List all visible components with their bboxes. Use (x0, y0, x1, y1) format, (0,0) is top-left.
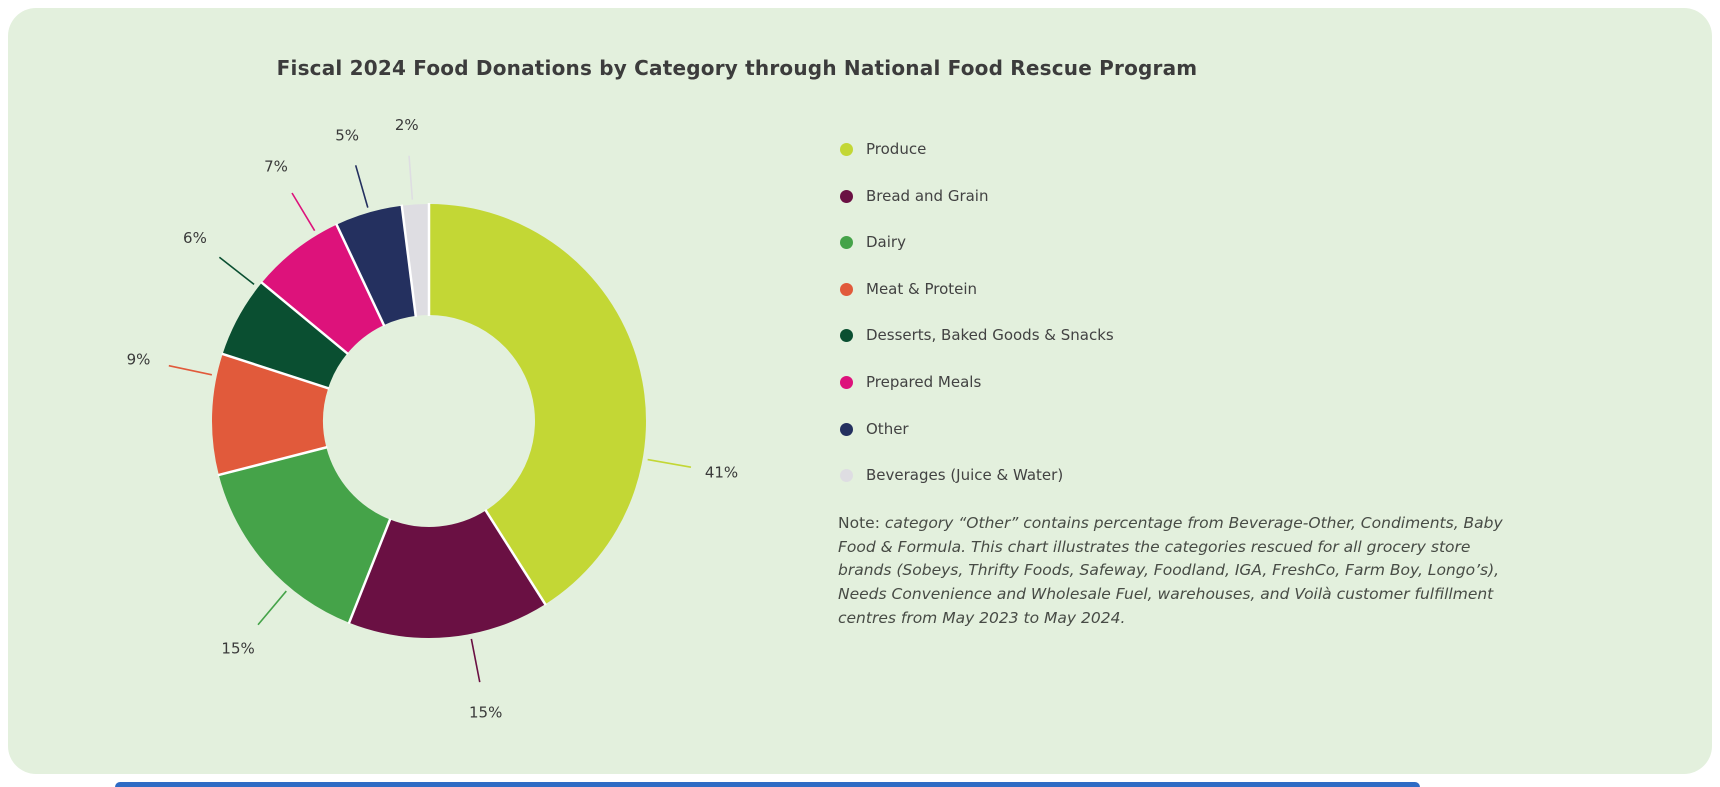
slice-separator (400, 204, 418, 317)
pie-slice-bread-and-grain[interactable] (349, 510, 546, 638)
legend-swatch-bread-and-grain (840, 190, 853, 203)
legend-swatch-other (840, 423, 853, 436)
legend-swatch-dairy (840, 236, 853, 249)
legend-swatch-meat-protein (840, 283, 853, 296)
slice-leader-line-prepared-meals (291, 192, 316, 232)
pie-slice-meat-protein[interactable] (212, 353, 329, 475)
chart-title: Fiscal 2024 Food Donations by Category t… (276, 56, 1198, 80)
slice-leader-line-dairy (257, 590, 287, 626)
slice-leader-line-other (354, 165, 369, 208)
legend-swatch-desserts-baked-goods-snacks (840, 329, 853, 342)
chart-legend: Produce Bread and Grain Dairy Meat & Protei… (840, 142, 1260, 487)
slice-value-label-produce: 41% (705, 464, 738, 482)
legend-label-produce: Produce (866, 140, 927, 158)
next-section-edge (115, 782, 1420, 787)
legend-swatch-beverages-juice-water (840, 469, 853, 482)
legend-swatch-produce (840, 143, 853, 156)
legend-label-desserts-baked-goods-snacks: Desserts, Baked Goods & Snacks (866, 326, 1114, 344)
legend-item-meat-protein[interactable]: Meat & Protein (840, 282, 977, 297)
slice-separator (484, 508, 547, 606)
slice-separator (347, 518, 392, 625)
legend-label-other: Other (866, 420, 909, 438)
pie-slice-produce[interactable] (429, 204, 647, 605)
slice-value-label-other: 5% (335, 127, 359, 145)
note-prefix: Note: (838, 514, 885, 532)
slice-separator (221, 352, 330, 390)
slice-separator (260, 281, 349, 356)
slice-separator (335, 223, 386, 327)
pie-slice-desserts-baked-goods-snacks[interactable] (222, 282, 348, 389)
pie-slice-dairy[interactable] (218, 447, 390, 623)
legend-label-bread-and-grain: Bread and Grain (866, 187, 989, 205)
slice-leader-line-meat-protein (168, 364, 213, 376)
slice-value-label-meat-protein: 9% (127, 350, 151, 368)
pie-slice-beverages-juice-water[interactable] (401, 204, 429, 316)
chart-note: Note: category “Other” contains percenta… (838, 512, 1506, 631)
slice-leader-line-desserts-baked-goods-snacks (218, 256, 255, 285)
slice-leader-line-produce (647, 458, 692, 468)
legend-item-produce[interactable]: Produce (840, 142, 926, 157)
legend-swatch-prepared-meals (840, 376, 853, 389)
slice-value-label-desserts-baked-goods-snacks: 6% (183, 229, 207, 247)
legend-label-prepared-meals: Prepared Meals (866, 373, 982, 391)
slice-leader-line-beverages-juice-water (408, 155, 414, 200)
legend-item-other[interactable]: Other (840, 422, 909, 437)
legend-item-prepared-meals[interactable]: Prepared Meals (840, 375, 981, 390)
note-body: category “Other” contains percentage fro… (838, 514, 1503, 627)
slice-value-label-beverages-juice-water: 2% (395, 116, 419, 134)
legend-label-meat-protein: Meat & Protein (866, 280, 978, 298)
slice-value-label-dairy: 15% (221, 640, 254, 658)
slice-leader-line-bread-and-grain (470, 638, 481, 683)
slice-value-label-bread-and-grain: 15% (469, 704, 502, 722)
legend-item-beverages-juice-water[interactable]: Beverages (Juice & Water) (840, 468, 1063, 483)
pie-slice-other[interactable] (336, 205, 416, 326)
slice-separator (217, 445, 328, 477)
legend-label-dairy: Dairy (866, 233, 906, 251)
legend-label-beverages-juice-water: Beverages (Juice & Water) (866, 466, 1064, 484)
pie-slice-prepared-meals[interactable] (261, 224, 384, 354)
slice-value-label-prepared-meals: 7% (264, 157, 288, 175)
legend-item-dairy[interactable]: Dairy (840, 235, 906, 250)
legend-item-desserts-baked-goods-snacks[interactable]: Desserts, Baked Goods & Snacks (840, 328, 1114, 343)
legend-item-bread-and-grain[interactable]: Bread and Grain (840, 189, 988, 204)
